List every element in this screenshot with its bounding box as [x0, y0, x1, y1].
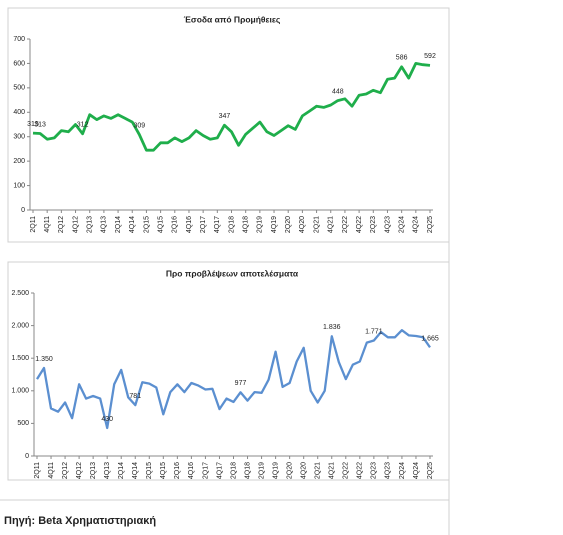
x-tick-label: 2Q14: [118, 462, 125, 479]
x-tick-label: 4Q18: [243, 216, 250, 233]
y-tick-label: 500: [13, 85, 25, 92]
y-tick-label: 300: [13, 134, 25, 141]
x-tick-label: 4Q20: [299, 216, 306, 233]
y-tick-label: 1.500: [11, 355, 29, 362]
x-tick-label: 4Q21: [329, 462, 336, 479]
x-tick-label: 2Q20: [286, 462, 293, 479]
x-tick-label: 4Q14: [132, 462, 139, 479]
y-tick-label: 2.000: [11, 322, 29, 329]
source: Πηγή: Beta Χρηματιστηριακή: [4, 515, 156, 527]
x-tick-label: 4Q12: [76, 462, 83, 479]
x-tick-label: 2Q24: [398, 216, 405, 233]
x-tick-label: 2Q11: [30, 216, 37, 233]
x-tick-label: 2Q20: [285, 216, 292, 233]
data-label: 448: [332, 88, 344, 95]
data-label: 1.836: [323, 324, 341, 331]
y-tick-label: 0: [21, 207, 25, 214]
data-label: 781: [129, 393, 141, 400]
x-tick-label: 4Q19: [271, 216, 278, 233]
x-tick-label: 4Q13: [101, 216, 108, 233]
x-tick-label: 2Q23: [370, 216, 377, 233]
chart-title: Έσοδα από Προμήθειες: [184, 14, 281, 24]
chart-title: Προ προβλέψεων αποτελέσματα: [166, 268, 299, 278]
y-tick-label: 600: [13, 60, 25, 67]
data-label: 1.665: [421, 335, 439, 342]
data-label: 430: [101, 416, 113, 423]
x-tick-label: 4Q12: [72, 216, 79, 233]
x-tick-label: 4Q24: [413, 216, 420, 233]
x-tick-label: 4Q17: [216, 462, 223, 479]
y-tick-label: 0: [25, 453, 29, 460]
data-label: 1.350: [35, 356, 53, 363]
data-label: 309: [133, 122, 145, 129]
x-tick-label: 2Q17: [200, 216, 207, 233]
x-tick-label: 4Q23: [385, 462, 392, 479]
x-tick-label: 2Q12: [62, 462, 69, 479]
x-tick-label: 4Q15: [157, 216, 164, 233]
x-tick-label: 2Q12: [58, 216, 65, 233]
x-tick-label: 2Q15: [146, 462, 153, 479]
x-tick-label: 2Q17: [202, 462, 209, 479]
x-tick-label: 4Q11: [44, 216, 51, 233]
x-tick-label: 4Q21: [328, 216, 335, 233]
x-tick-label: 2Q16: [174, 462, 181, 479]
data-label: 347: [219, 113, 231, 120]
x-tick-label: 2Q18: [230, 462, 237, 479]
x-tick-label: 4Q16: [188, 462, 195, 479]
x-tick-label: 2Q25: [427, 216, 434, 233]
x-tick-label: 4Q20: [301, 462, 308, 479]
x-tick-label: 4Q16: [186, 216, 193, 233]
y-tick-label: 400: [13, 109, 25, 116]
x-tick-label: 2Q13: [90, 462, 97, 479]
x-tick-label: 2Q16: [172, 216, 179, 233]
x-tick-label: 4Q22: [356, 216, 363, 233]
x-tick-label: 4Q22: [357, 462, 364, 479]
x-tick-label: 2Q23: [371, 462, 378, 479]
x-tick-label: 2Q18: [228, 216, 235, 233]
x-tick-label: 2Q11: [34, 462, 41, 479]
data-label: 977: [235, 380, 247, 387]
series-line: [36, 329, 431, 430]
y-tick-label: 2.500: [11, 290, 29, 297]
x-tick-label: 2Q19: [258, 462, 265, 479]
x-tick-label: 4Q18: [244, 462, 251, 479]
x-tick-label: 4Q13: [104, 462, 111, 479]
y-tick-label: 100: [13, 182, 25, 189]
x-tick-label: 2Q21: [315, 462, 322, 479]
x-tick-label: 4Q15: [160, 462, 167, 479]
x-tick-label: 2Q13: [87, 216, 94, 233]
x-tick-label: 2Q15: [143, 216, 150, 233]
y-tick-label: 500: [17, 420, 29, 427]
data-label: 592: [424, 53, 436, 60]
data-label: 315: [27, 121, 39, 128]
x-tick-label: 2Q24: [399, 462, 406, 479]
x-tick-label: 2Q19: [257, 216, 264, 233]
series-line: [32, 62, 431, 152]
data-label: 313: [34, 121, 46, 128]
x-tick-label: 2Q22: [342, 216, 349, 233]
data-label: 312: [77, 122, 89, 129]
data-label: 1.771: [365, 328, 383, 335]
x-tick-label: 4Q23: [384, 216, 391, 233]
x-tick-label: 4Q11: [48, 462, 55, 479]
chart-frame: [7, 261, 450, 481]
data-label: 586: [396, 55, 408, 62]
y-tick-label: 700: [13, 36, 25, 43]
x-tick-label: 2Q25: [427, 462, 434, 479]
x-tick-label: 2Q14: [115, 216, 122, 233]
x-tick-label: 4Q24: [413, 462, 420, 479]
x-tick-label: 4Q14: [129, 216, 136, 233]
x-tick-label: 4Q17: [214, 216, 221, 233]
y-tick-label: 1.000: [11, 388, 29, 395]
x-tick-label: 2Q22: [343, 462, 350, 479]
y-tick-label: 200: [13, 158, 25, 165]
x-tick-label: 4Q19: [272, 462, 279, 479]
x-tick-label: 2Q21: [313, 216, 320, 233]
